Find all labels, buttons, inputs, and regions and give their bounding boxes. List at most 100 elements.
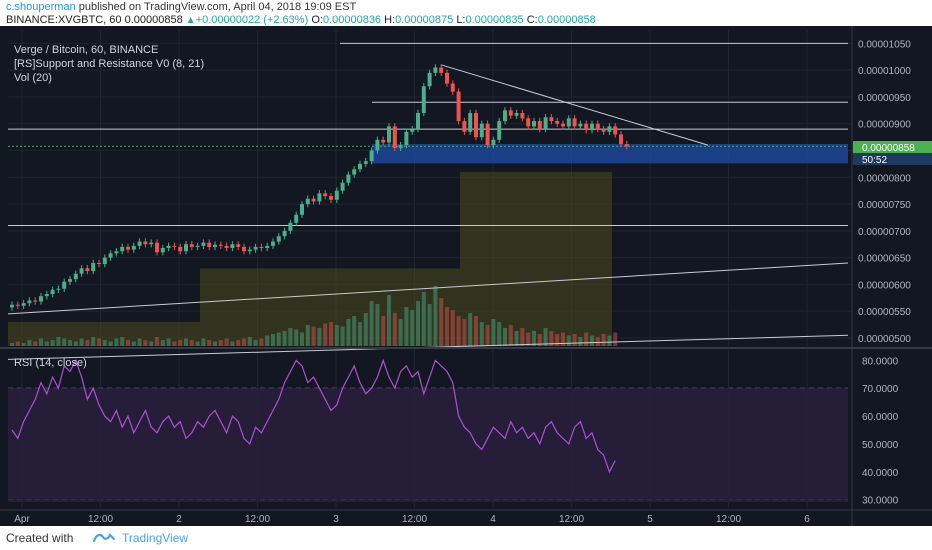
candle-body [276, 236, 281, 242]
countdown-value: 50:52 [862, 155, 887, 166]
volume-bar [358, 322, 362, 346]
rsi-axis[interactable]: 80.0000 70.0000 60.0000 50.0000 40.0000 30.00… [862, 356, 899, 506]
time-tick-label: 12:00 [245, 514, 270, 525]
candle-body [137, 241, 142, 246]
candle-body [427, 72, 432, 87]
candle-body [433, 67, 438, 73]
candle-body [532, 121, 536, 127]
rsi-tick-label: 50.0000 [862, 440, 899, 451]
volume-bar [462, 319, 467, 346]
volume-bar [421, 292, 426, 346]
volume-bar [85, 340, 90, 346]
candle-body [73, 273, 78, 280]
volume-bar [369, 301, 374, 346]
time-tick-label: 5 [647, 514, 653, 525]
volume-bar [532, 331, 536, 346]
author-link[interactable]: c.shouperman [6, 1, 76, 13]
volume-bar [213, 341, 217, 346]
volume-bar [155, 337, 159, 346]
volume-bar [91, 337, 96, 346]
volume-bar [236, 340, 241, 346]
volume-bar [201, 338, 206, 346]
volume-bar [102, 340, 107, 346]
time-tick-label: Apr [14, 514, 30, 525]
volume-bar [427, 304, 432, 346]
price-tick-label: 0.00000600 [858, 280, 911, 291]
volume-bar [323, 323, 328, 346]
candle-body [543, 117, 548, 130]
candle-body [102, 257, 107, 265]
volume-bar [346, 319, 351, 346]
candle-body [404, 131, 409, 146]
rsi-tick-label: 80.0000 [862, 356, 899, 367]
tradingview-logo-icon [92, 533, 116, 543]
legend-volume: Vol (20) [14, 72, 52, 84]
volume-bar [514, 331, 519, 346]
candle-body [195, 245, 200, 247]
candle-body [358, 163, 362, 170]
candle-body [62, 281, 67, 289]
candle-body [288, 222, 293, 231]
price-tick-label: 0.00000700 [858, 227, 911, 238]
volume-bar [543, 328, 548, 346]
volume-bar [288, 328, 293, 346]
candle-body [27, 300, 32, 304]
volume-bar [329, 322, 333, 346]
volume-bar [207, 340, 212, 346]
candle-body [508, 110, 513, 116]
volume-bar [590, 335, 594, 346]
close-label: C: [526, 14, 538, 26]
candle-body [160, 247, 165, 253]
price-chart[interactable]: 0.00001050 0.00001000 0.00000950 0.00000900… [0, 26, 932, 526]
volume-bar [445, 307, 449, 346]
candle-body [143, 241, 148, 245]
candle-body [108, 253, 113, 258]
volume-bar [474, 316, 478, 346]
volume-bar [178, 340, 183, 346]
volume-bar [468, 313, 473, 346]
candles [10, 64, 629, 311]
time-tick-label: 2 [176, 514, 182, 525]
volume-bar [33, 341, 38, 346]
volume-bar [44, 341, 49, 346]
price-tag [853, 141, 932, 153]
rsi-tick-label: 70.0000 [862, 384, 899, 395]
candle-body [218, 244, 223, 246]
candle-body [334, 190, 339, 200]
candle-body [398, 145, 403, 148]
time-axis[interactable]: Apr 12:00 2 12:00 3 12:00 4 12:00 5 12:00 6 [14, 514, 810, 525]
candle-body [230, 244, 235, 248]
time-tick-label: 3 [333, 514, 339, 525]
volume-bar [39, 338, 43, 346]
price-tick-label: 0.00000950 [858, 93, 911, 104]
volume-bar [497, 322, 502, 346]
candle-body [566, 118, 571, 127]
rsi-tick-label: 60.0000 [862, 412, 899, 423]
volume-bar [578, 337, 583, 346]
candle-body [178, 246, 183, 252]
candle-body [56, 288, 61, 290]
time-tick-label: 12:00 [88, 514, 113, 525]
candle-body [369, 150, 374, 162]
volume-bar [317, 328, 322, 346]
candle-body [44, 294, 49, 297]
volume-bar [10, 343, 14, 346]
legend-title: Verge / Bitcoin, 60, BINANCE [14, 44, 158, 56]
tradingview-brand[interactable]: TradingView [122, 531, 189, 545]
candle-body [352, 169, 357, 175]
candle-body [149, 242, 154, 245]
volume-bar [195, 341, 200, 346]
volume-bar [271, 334, 275, 346]
candle-body [584, 123, 589, 131]
volume-bar [450, 310, 455, 346]
candle-body [590, 123, 594, 131]
volume-bar [120, 337, 125, 346]
volume-bar [410, 310, 415, 346]
volume-bar [126, 340, 130, 346]
volume-bar [595, 337, 600, 346]
volume-bar [114, 338, 119, 346]
sr-levels [7, 42, 849, 360]
candle-body [537, 121, 542, 130]
high-value: 0.00000875 [395, 14, 454, 26]
price-change: +0.00000022 (+2.63%) [195, 14, 309, 26]
